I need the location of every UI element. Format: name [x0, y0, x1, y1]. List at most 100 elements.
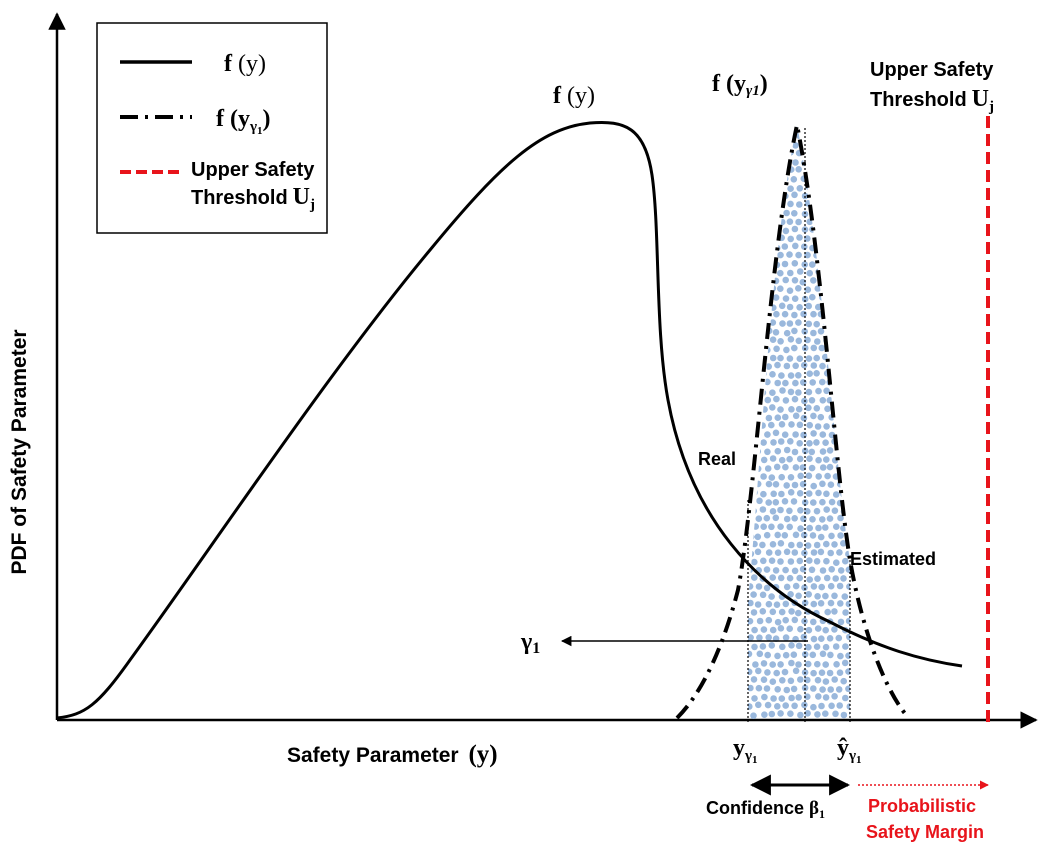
interval-dot: [748, 397, 754, 405]
interval-dot: [748, 329, 754, 337]
interval-dot: [790, 651, 798, 658]
interval-dot: [763, 514, 771, 522]
interval-dot: [764, 125, 772, 132]
interval-dot: [810, 669, 817, 677]
interval-dot: [831, 626, 838, 633]
interval-dot: [814, 711, 821, 718]
interval-dot: [851, 609, 858, 616]
interval-dot: [764, 465, 772, 472]
interval-dot: [833, 559, 840, 566]
interval-dot: [804, 542, 812, 549]
interval-dot: [805, 404, 812, 412]
interval-dot: [804, 508, 811, 515]
interval-dot: [782, 634, 790, 641]
interval-dot: [805, 132, 812, 140]
interval-dot: [805, 302, 812, 310]
interval-dot: [818, 669, 826, 676]
interval-dot: [763, 584, 771, 592]
interval-dot: [844, 344, 850, 352]
interval-dot: [813, 217, 821, 225]
interval-dot: [748, 278, 753, 286]
interval-dot: [831, 217, 838, 225]
interval-dot: [819, 498, 826, 506]
interval-dot: [788, 659, 795, 667]
interval-dot: [837, 277, 844, 285]
interval-dot: [797, 711, 804, 719]
interval-dot: [759, 201, 767, 208]
interval-dot: [813, 541, 821, 549]
interval-dot: [765, 549, 773, 556]
interval-dot: [840, 404, 848, 411]
interval-dot: [778, 490, 785, 498]
interval-dot: [754, 480, 762, 488]
interval-dot: [796, 201, 803, 208]
interval-dot: [748, 480, 753, 488]
interval-dot: [804, 251, 811, 259]
interval-dot: [810, 344, 818, 352]
interval-dot: [754, 601, 762, 608]
interval-dot: [824, 472, 831, 480]
interval-dot: [823, 557, 830, 565]
interval-dot: [772, 429, 780, 437]
interval-dot: [782, 125, 790, 132]
interval-dot: [845, 685, 850, 693]
interval-dot: [809, 176, 817, 184]
interval-dot: [819, 650, 827, 658]
interval-dot: [782, 413, 789, 421]
interval-dot: [761, 151, 768, 158]
interval-dot: [760, 660, 768, 667]
interval-dot: [849, 252, 850, 260]
interval-dot: [773, 463, 781, 471]
interval-dot: [801, 328, 808, 335]
interval-dot: [751, 388, 758, 396]
interval-dot: [823, 218, 830, 225]
interval-dot: [810, 635, 818, 643]
interval-dot: [815, 184, 822, 191]
interval-dot: [759, 591, 767, 599]
label-threshold-line1: Upper Safety: [870, 59, 994, 81]
interval-dot: [786, 455, 793, 463]
interval-dot: [817, 600, 825, 607]
interval-dot: [846, 448, 850, 455]
interval-dot: [769, 371, 776, 378]
interval-dot: [842, 252, 849, 260]
interval-dot: [846, 430, 850, 437]
interval-dot: [751, 337, 758, 344]
interval-dot: [827, 686, 834, 693]
interval-dot: [813, 201, 820, 209]
interval-dot: [759, 643, 767, 650]
interval-dot: [851, 236, 858, 243]
interval-dot: [827, 599, 835, 607]
interval-dot: [805, 166, 813, 173]
interval-dot: [819, 686, 826, 693]
interval-dot: [841, 659, 849, 667]
interval-dot: [760, 473, 767, 480]
interval-dot: [769, 626, 777, 634]
interval-dot: [822, 132, 830, 140]
interval-dot: [840, 303, 847, 311]
interval-dot: [836, 380, 843, 388]
interval-dot: [822, 151, 830, 158]
interval-dot: [842, 643, 849, 650]
interval-dot: [824, 405, 831, 413]
interval-dot: [845, 617, 850, 625]
interval-dot: [822, 353, 829, 361]
interval-dot: [778, 302, 786, 310]
interval-dot: [844, 243, 850, 250]
interval-dot: [782, 616, 789, 624]
interval-dot: [818, 142, 826, 150]
interval-dot: [846, 482, 850, 490]
interval-dot: [772, 294, 780, 301]
interval-dot: [772, 174, 780, 182]
interval-dot: [800, 531, 808, 539]
interval-dot: [809, 516, 816, 523]
interval-dot: [822, 626, 829, 634]
interval-dot: [805, 490, 813, 497]
interval-dot: [801, 651, 809, 658]
interval-dot: [836, 311, 843, 319]
interval-dot: [837, 514, 844, 522]
interval-dot: [755, 684, 763, 692]
interval-dot: [774, 618, 782, 626]
interval-dot: [828, 244, 835, 251]
interval-dot: [851, 185, 858, 192]
